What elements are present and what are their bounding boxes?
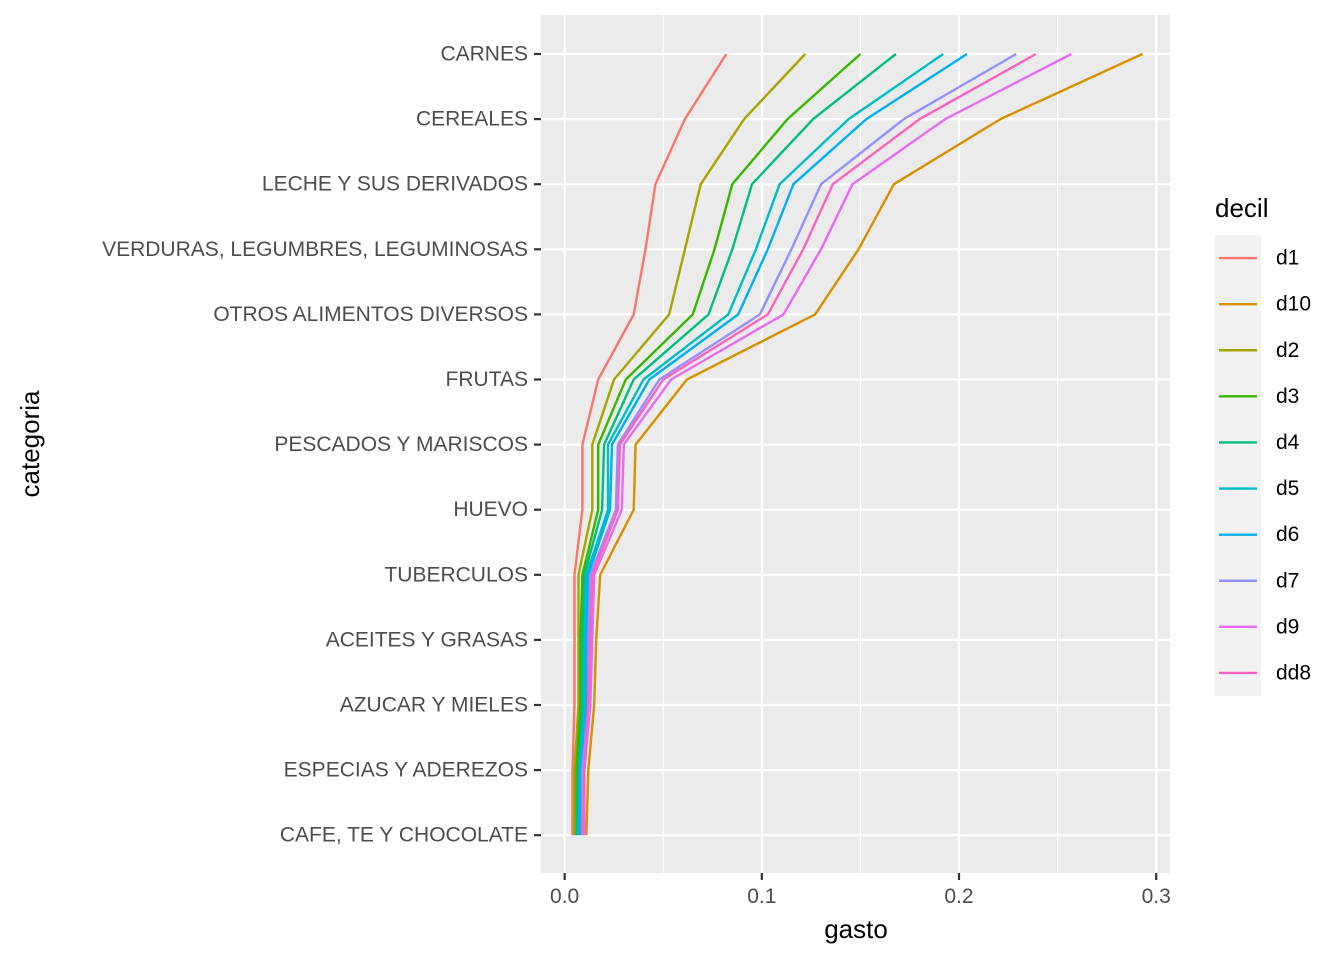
y-tick-label: ESPECIAS Y ADEREZOS xyxy=(284,759,528,782)
y-tick-label: LECHE Y SUS DERIVADOS xyxy=(262,173,528,196)
y-tick-label: HUEVO xyxy=(453,498,528,521)
series-lines xyxy=(571,52,1143,836)
y-tick-label: AZUCAR Y MIELES xyxy=(340,694,528,717)
x-axis-title: gasto xyxy=(824,914,888,944)
series-line-d4 xyxy=(575,53,897,836)
series-line-d10 xyxy=(585,52,1143,836)
legend-label-d1: d1 xyxy=(1276,247,1299,270)
legend-label-d6: d6 xyxy=(1276,523,1299,546)
y-tick-label: CARNES xyxy=(440,43,528,66)
y-tick-label: CAFE, TE Y CHOCOLATE xyxy=(280,824,528,847)
series-line-dd8 xyxy=(581,52,1037,836)
legend-label-dd8: dd8 xyxy=(1276,661,1311,684)
y-axis: CARNES CEREALES LECHE Y SUS DERIVADOS VERDU… xyxy=(102,43,541,847)
legend-label-d10: d10 xyxy=(1276,293,1311,316)
series-line-d9 xyxy=(583,52,1072,836)
series-line-d3 xyxy=(575,53,862,836)
x-tick-label: 0.2 xyxy=(944,885,973,908)
y-tick-label: VERDURAS, LEGUMBRES, LEGUMINOSAS xyxy=(102,238,528,261)
series-line-d1 xyxy=(571,53,728,836)
legend-label-d4: d4 xyxy=(1276,431,1300,454)
y-tick-label: PESCADOS Y MARISCOS xyxy=(274,433,528,456)
x-axis: 0.0 0.1 0.2 0.3 xyxy=(550,873,1171,908)
y-tick-label: OTROS ALIMENTOS DIVERSOS xyxy=(213,303,528,326)
y-tick-label: CEREALES xyxy=(416,108,528,131)
legend-label-d9: d9 xyxy=(1276,615,1299,638)
legend-label-d5: d5 xyxy=(1276,477,1299,500)
legend-title: decil xyxy=(1215,193,1268,223)
legend-label-d7: d7 xyxy=(1276,569,1299,592)
y-tick-label: TUBERCULOS xyxy=(384,563,528,586)
series-line-d2 xyxy=(573,53,807,836)
x-tick-label: 0.1 xyxy=(747,885,776,908)
legend-key-background xyxy=(1215,235,1261,696)
x-tick-label: 0.3 xyxy=(1142,885,1171,908)
y-tick-label: ACEITES Y GRASAS xyxy=(326,628,528,651)
series-line-d6 xyxy=(579,52,968,836)
major-gridlines xyxy=(541,15,1170,873)
series-line-d5 xyxy=(577,53,944,836)
y-tick-label: FRUTAS xyxy=(446,368,528,391)
x-tick-label: 0.0 xyxy=(550,885,579,908)
y-axis-title: categoria xyxy=(15,390,45,497)
legend-label-d3: d3 xyxy=(1276,385,1299,408)
legend: decil d1 d10 d2 d3 d4 d5 d6 d7 d9 dd8 xyxy=(1215,193,1311,696)
legend-label-d2: d2 xyxy=(1276,339,1299,362)
